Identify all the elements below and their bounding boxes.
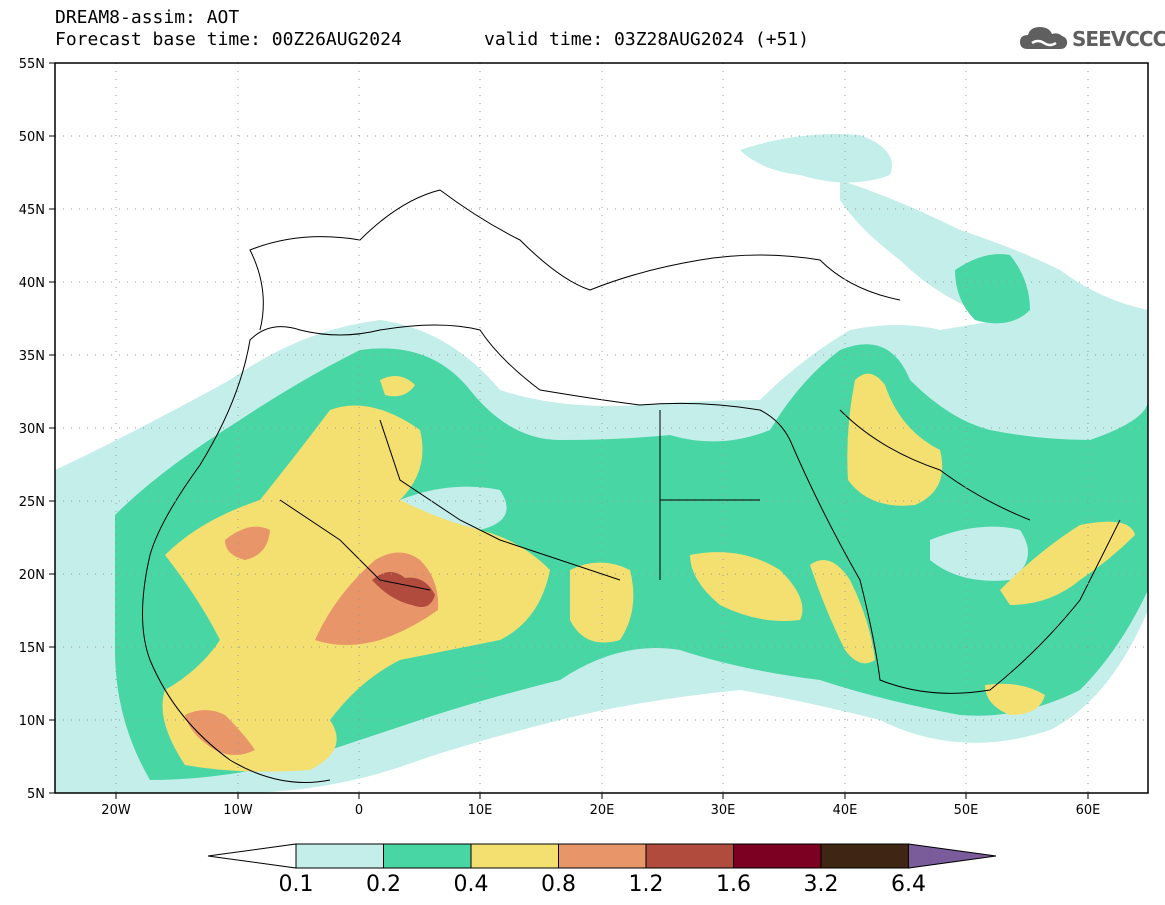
colorbar-under-arrow <box>207 843 297 869</box>
lon-label: 10E <box>468 803 493 818</box>
lat-label: 15N <box>19 641 45 656</box>
colorbar-segment <box>733 843 822 869</box>
lat-label: 40N <box>19 276 45 291</box>
lat-label: 55N <box>19 57 45 72</box>
colorbar-segment <box>470 843 559 869</box>
colorbar-label: 0.1 <box>278 872 314 897</box>
lat-label: 20N <box>19 568 45 583</box>
colorbar-segment <box>820 843 909 869</box>
colorbar-label: 0.8 <box>541 872 576 897</box>
lon-label: 0 <box>355 803 363 818</box>
lat-label: 50N <box>19 130 45 145</box>
colorbar-label: 0.2 <box>366 872 401 897</box>
colorbar-label: 3.2 <box>803 872 839 897</box>
colorbar-segment <box>295 843 384 869</box>
colorbar-segment <box>645 843 734 869</box>
lat-label: 35N <box>19 349 45 364</box>
lon-label: 30E <box>711 803 736 818</box>
logo-text: SEEVCCC <box>1072 27 1165 51</box>
seevccc-logo: SEEVCCC <box>1018 23 1165 55</box>
forecast-base-time: Forecast base time: 00Z26AUG2024 <box>55 29 402 50</box>
lat-label: 25N <box>19 495 45 510</box>
cloud-icon <box>1020 27 1068 49</box>
colorbar <box>207 843 997 869</box>
colorbar-label: 1.2 <box>628 872 664 897</box>
lon-label: 50E <box>954 803 979 818</box>
colorbar-label: 1.6 <box>716 872 751 897</box>
colorbar-over-arrow <box>908 843 997 869</box>
lon-label: 20W <box>101 803 131 818</box>
gridlines <box>55 63 1148 793</box>
lon-label: 40E <box>833 803 858 818</box>
lat-label: 5N <box>27 787 45 802</box>
valid-time: valid time: 03Z28AUG2024 (+51) <box>484 29 810 50</box>
colorbar-label: 6.4 <box>891 872 926 897</box>
lat-label: 45N <box>19 203 45 218</box>
colorbar-label: 0.4 <box>453 872 489 897</box>
lat-label: 30N <box>19 422 45 437</box>
latitude-labels: 55N 50N 45N 40N 35N 30N 25N 20N 15N 10N … <box>19 57 45 802</box>
colorbar-segment <box>383 843 472 869</box>
map-title: DREAM8-assim: AOT <box>55 7 240 28</box>
lat-label: 10N <box>19 714 45 729</box>
colorbar-segment <box>558 843 647 869</box>
lon-label: 60E <box>1076 803 1101 818</box>
axis-ticks <box>49 62 1089 799</box>
lon-label: 10W <box>223 803 253 818</box>
lon-label: 20E <box>590 803 615 818</box>
aot-fields <box>55 134 1148 793</box>
longitude-labels: 20W 10W 0 10E 20E 30E 40E 50E 60E <box>101 803 1100 818</box>
coastlines <box>142 189 1121 783</box>
